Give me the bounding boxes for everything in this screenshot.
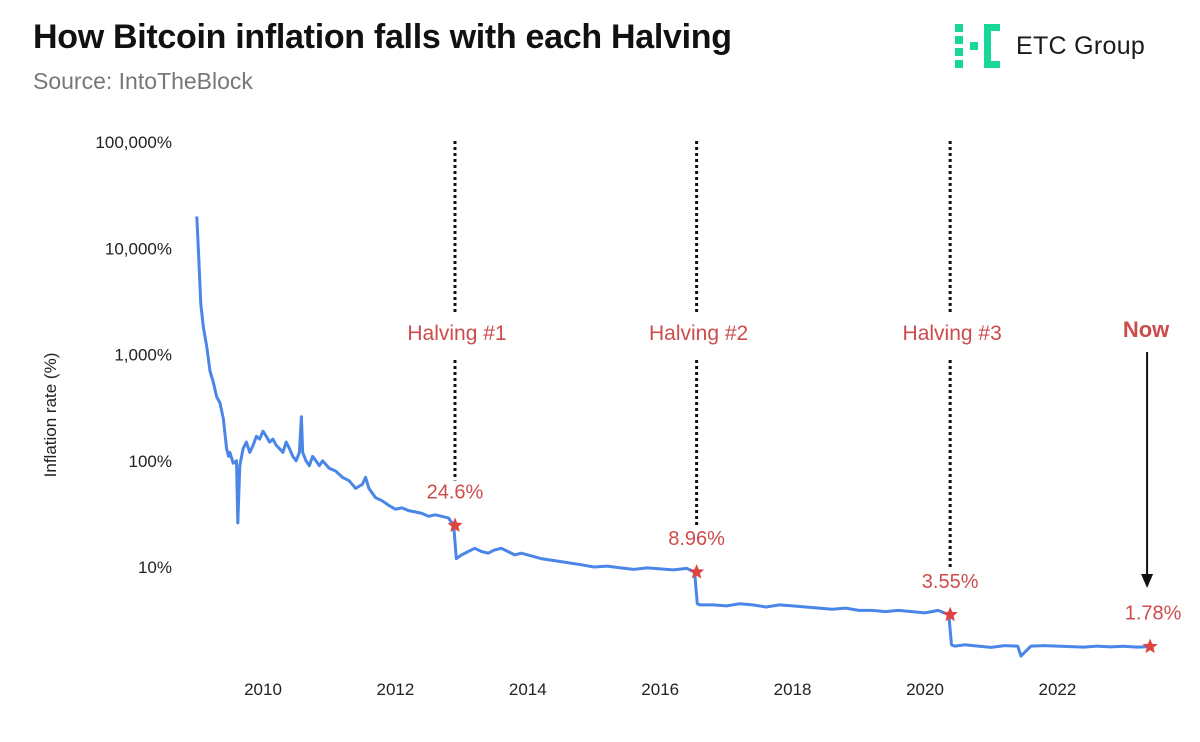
- x-tick-label: 2016: [641, 680, 679, 699]
- chart-title: How Bitcoin inflation falls with each Ha…: [33, 18, 732, 56]
- x-tick-label: 2012: [376, 680, 414, 699]
- y-axis-ticks: 10% 100% 1,000% 10,000% 100,000%: [95, 133, 172, 577]
- now-arrow-head: [1141, 574, 1154, 588]
- chart-source: Source: IntoTheBlock: [33, 68, 253, 94]
- halving-marker-star: [942, 606, 958, 622]
- brand-logo: ETC Group: [950, 22, 1180, 72]
- x-tick-label: 2018: [774, 680, 812, 699]
- halving-label: Halving #2: [649, 322, 748, 345]
- brand-name: ETC Group: [1016, 32, 1146, 60]
- y-tick-label: 1,000%: [114, 346, 172, 365]
- halving-marker-star: [689, 564, 705, 579]
- annotations: Halving #1 24.6% Halving #2 8.96% Halving #3…: [407, 317, 1182, 654]
- halving-lines: [453, 141, 952, 570]
- now-label: Now: [1123, 317, 1170, 342]
- etc-group-logo-icon: [955, 24, 1000, 68]
- halving-value-label: 8.96%: [668, 528, 725, 550]
- now-value-label: 1.78%: [1125, 603, 1182, 625]
- y-tick-label: 10,000%: [105, 239, 172, 258]
- halving-label: Halving #1: [407, 322, 506, 345]
- halving-value-label: 24.6%: [427, 481, 484, 503]
- series-line-inflation: [195, 216, 1151, 658]
- x-tick-label: 2010: [244, 680, 282, 699]
- x-axis-ticks: 2010 2012 2014 2016 2018 2020 2022: [244, 680, 1076, 699]
- y-axis-label: Inflation rate (%): [41, 353, 60, 478]
- x-tick-label: 2022: [1038, 680, 1076, 699]
- y-tick-label: 10%: [138, 558, 172, 577]
- y-tick-label: 100,000%: [95, 133, 172, 152]
- y-tick-label: 100%: [129, 452, 172, 471]
- x-tick-label: 2014: [509, 680, 547, 699]
- halving-marker-star: [447, 517, 463, 532]
- halving-value-label: 3.55%: [922, 571, 979, 593]
- x-tick-label: 2020: [906, 680, 944, 699]
- halving-label: Halving #3: [903, 322, 1002, 345]
- now-marker-star: [1142, 638, 1158, 654]
